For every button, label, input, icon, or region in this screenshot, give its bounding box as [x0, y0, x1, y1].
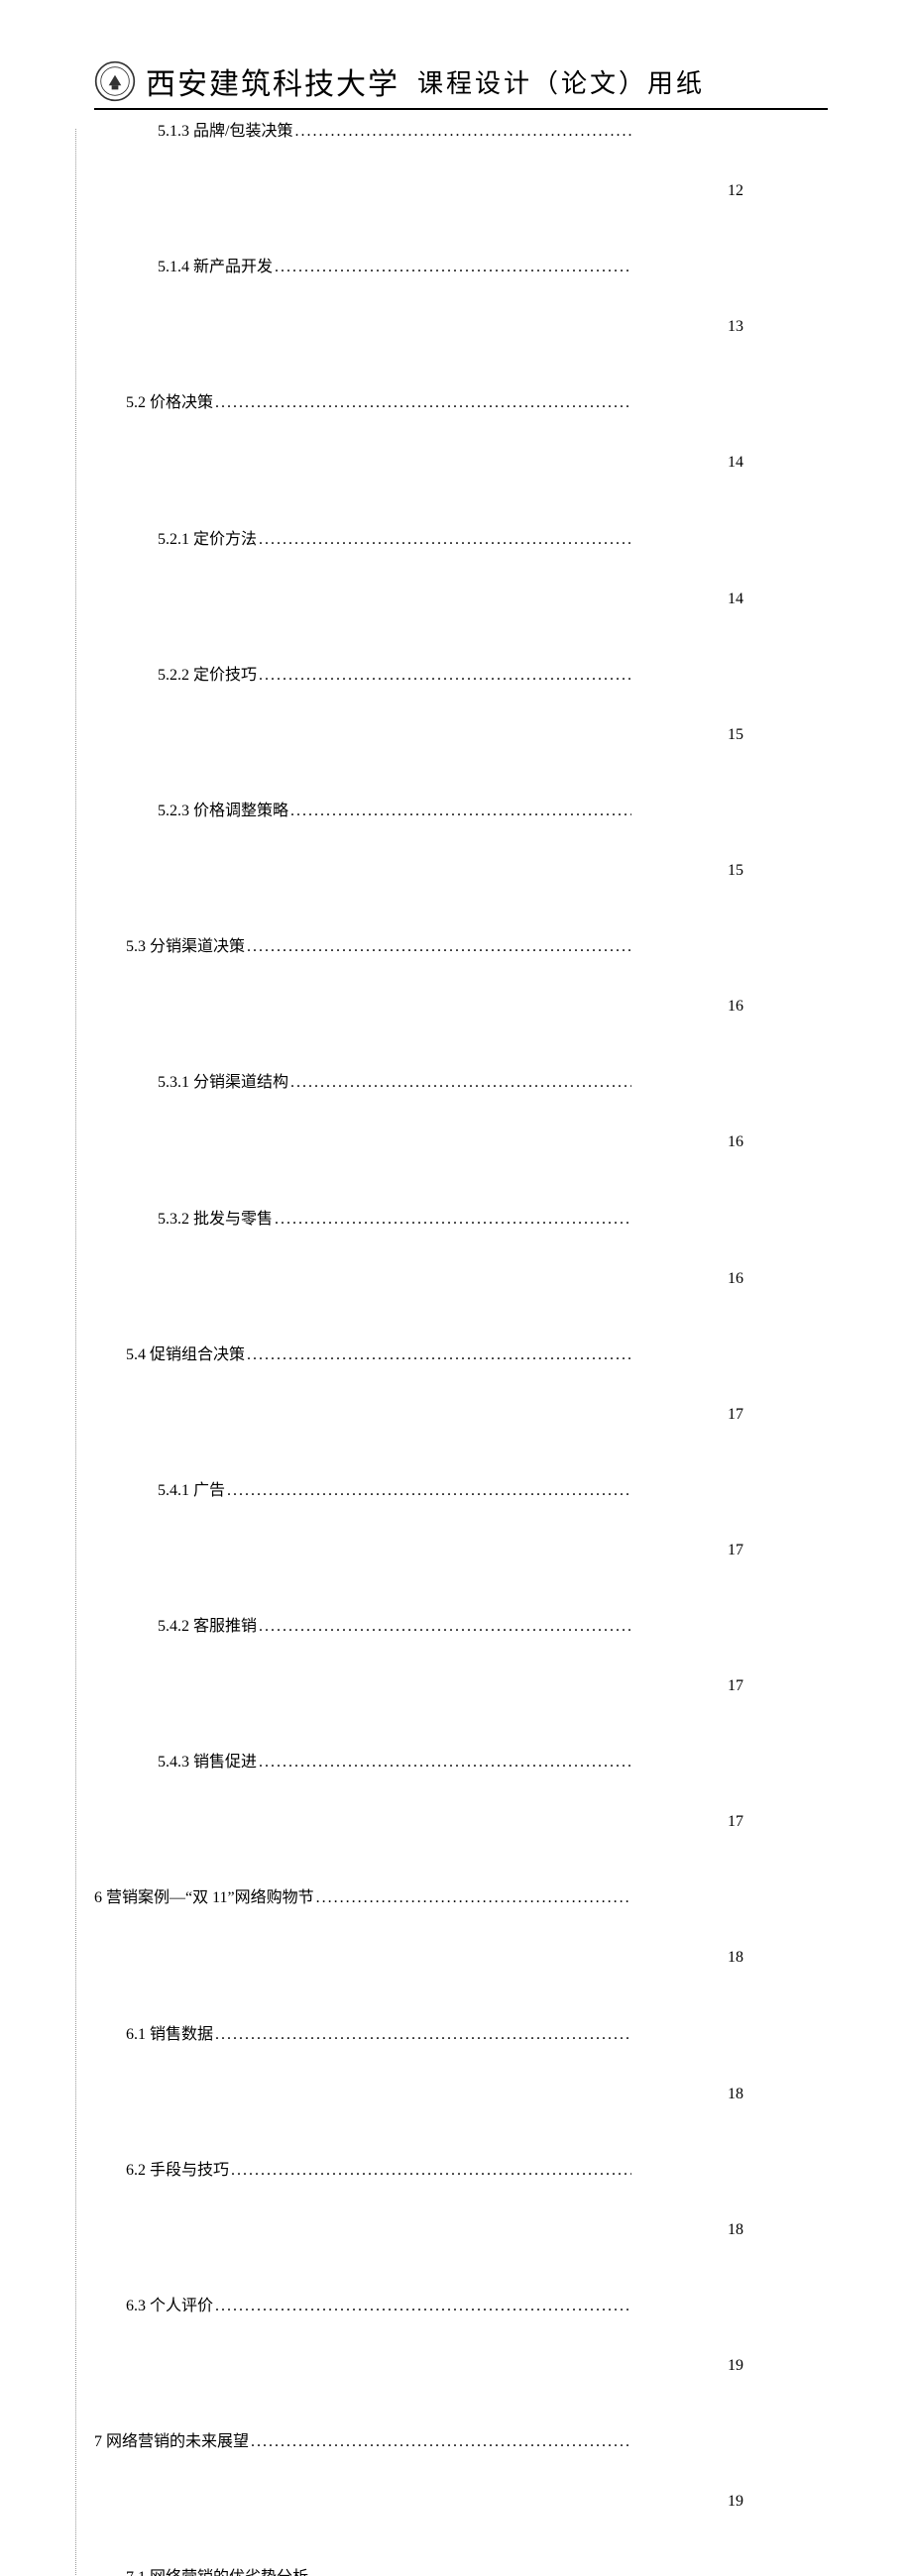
university-logo-icon — [94, 60, 136, 102]
toc-entry: 6.3 个人评价 ...............................… — [94, 2293, 828, 2428]
toc-entry-page: 17 — [633, 1749, 828, 1884]
toc-entry-page: 17 — [633, 1613, 828, 1749]
left-margin-dotted-line — [75, 129, 76, 2576]
toc-entry: 5.4.1 广告 ...............................… — [94, 1477, 828, 1613]
toc-leader-dots: ........................................… — [259, 662, 631, 798]
toc-leader-dots: ........................................… — [275, 1206, 631, 1342]
toc-entry: 6.1 销售数据 ...............................… — [94, 2021, 828, 2157]
toc-entry-page: 17 — [633, 1477, 828, 1613]
toc-entry-label: 5.3 分销渠道决策 — [126, 933, 245, 1069]
toc-entry: 5.1.4 新产品开发 ............................… — [94, 254, 828, 389]
toc-entry-label: 5.2.2 定价技巧 — [158, 662, 257, 798]
toc-entry: 5.3.1 分销渠道结构 ...........................… — [94, 1069, 828, 1205]
toc-leader-dots: ........................................… — [259, 1613, 631, 1749]
toc-entry-page: 19 — [633, 2428, 828, 2564]
toc-entry: 5.2.1 定价方法 .............................… — [94, 526, 828, 662]
toc-entry: 7 网络营销的未来展望 ............................… — [94, 2428, 828, 2564]
toc-entry-page: 15 — [633, 798, 828, 933]
toc-entry-page: 15 — [633, 662, 828, 798]
header-suffix: 课程设计（论文）用纸 — [417, 63, 705, 100]
toc-entry: 5.4.2 客服推销 .............................… — [94, 1613, 828, 1749]
toc-entry-page: 12 — [633, 118, 828, 254]
toc-entry: 7.1 网络营销的优劣势分析 .........................… — [94, 2564, 828, 2576]
toc-entry-label: 6.3 个人评价 — [126, 2293, 213, 2428]
toc-entry-page: 19 — [633, 2293, 828, 2428]
toc-entry: 6.2 手段与技巧 ..............................… — [94, 2157, 828, 2293]
toc-entry-page: 16 — [633, 1206, 828, 1342]
toc-entry: 5.4.3 销售促进 .............................… — [94, 1749, 828, 1884]
toc-entry: 5.2.2 定价技巧 .............................… — [94, 662, 828, 798]
toc-leader-dots: ........................................… — [215, 2293, 631, 2428]
toc-entry-label: 5.2.3 价格调整策略 — [158, 798, 288, 933]
toc-entry-label: 5.2.1 定价方法 — [158, 526, 257, 662]
toc-leader-dots: ........................................… — [259, 1749, 631, 1884]
toc-leader-dots: ........................................… — [290, 1069, 631, 1205]
toc-leader-dots: ........................................… — [290, 798, 631, 933]
toc-entry-label: 5.4.2 客服推销 — [158, 1613, 257, 1749]
toc-entry-label: 5.4.3 销售促进 — [158, 1749, 257, 1884]
toc-entry-label: 5.3.2 批发与零售 — [158, 1206, 273, 1342]
toc-entry: 6 营销案例—“双 11”网络购物节 .....................… — [94, 1884, 828, 2020]
toc-leader-dots: ........................................… — [310, 2564, 631, 2576]
toc-entry-page: 16 — [633, 933, 828, 1069]
toc-entry: 5.2.3 价格调整策略 ...........................… — [94, 798, 828, 933]
toc-entry-label: 6 营销案例—“双 11”网络购物节 — [94, 1884, 314, 2020]
university-name: 西安建筑科技大学 — [146, 59, 399, 103]
toc-entry-page: 18 — [633, 2021, 828, 2157]
toc-leader-dots: ........................................… — [247, 933, 631, 1069]
toc-leader-dots: ........................................… — [251, 2428, 631, 2564]
toc-entry-page: 17 — [633, 1342, 828, 1477]
toc-leader-dots: ........................................… — [231, 2157, 631, 2293]
toc-leader-dots: ........................................… — [275, 254, 631, 389]
toc-entry: 5.4 促销组合决策 .............................… — [94, 1342, 828, 1477]
toc-entry: 5.2 价格决策 ...............................… — [94, 389, 828, 525]
toc-leader-dots: ........................................… — [215, 2021, 631, 2157]
toc-entry-label: 5.3.1 分销渠道结构 — [158, 1069, 288, 1205]
toc-entry-page: 13 — [633, 254, 828, 389]
toc-entry-label: 7 网络营销的未来展望 — [94, 2428, 249, 2564]
toc-entry-label: 5.2 价格决策 — [126, 389, 213, 525]
page-header: 西安建筑科技大学 课程设计（论文）用纸 — [94, 59, 828, 110]
toc-entry-page: 14 — [633, 389, 828, 525]
toc-entry-label: 6.1 销售数据 — [126, 2021, 213, 2157]
toc-entry-label: 5.1.4 新产品开发 — [158, 254, 273, 389]
table-of-contents: 5.1.3 品牌/包装决策 ..........................… — [94, 118, 828, 2576]
toc-leader-dots: ........................................… — [294, 118, 631, 254]
toc-entry-page: 18 — [633, 2157, 828, 2293]
toc-entry-label: 5.4 促销组合决策 — [126, 1342, 245, 1477]
toc-entry: 5.3 分销渠道决策 .............................… — [94, 933, 828, 1069]
toc-entry-page: 16 — [633, 1069, 828, 1205]
toc-leader-dots: ........................................… — [227, 1477, 631, 1613]
toc-entry-label: 6.2 手段与技巧 — [126, 2157, 229, 2293]
toc-entry-label: 5.4.1 广告 — [158, 1477, 225, 1613]
toc-entry-page: 19 — [633, 2564, 828, 2576]
toc-entry: 5.1.3 品牌/包装决策 ..........................… — [94, 118, 828, 254]
toc-entry: 5.3.2 批发与零售 ............................… — [94, 1206, 828, 1342]
toc-entry-page: 18 — [633, 1884, 828, 2020]
toc-entry-label: 7.1 网络营销的优劣势分析 — [126, 2564, 308, 2576]
toc-leader-dots: ........................................… — [247, 1342, 631, 1477]
toc-leader-dots: ........................................… — [215, 389, 631, 525]
toc-leader-dots: ........................................… — [259, 526, 631, 662]
toc-entry-label: 5.1.3 品牌/包装决策 — [158, 118, 292, 254]
toc-entry-page: 14 — [633, 526, 828, 662]
toc-leader-dots: ........................................… — [316, 1884, 631, 2020]
